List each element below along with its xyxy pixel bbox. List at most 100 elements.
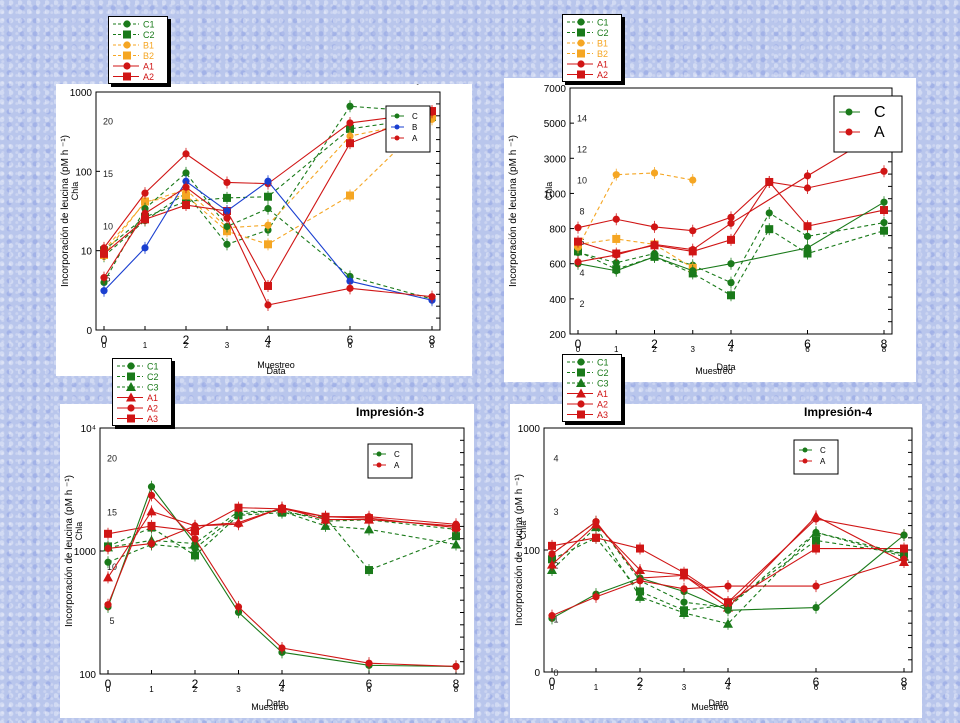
data-point-A1 (346, 119, 354, 127)
data-point-A3 (592, 533, 600, 542)
legend-chart-3: C1 C2 C3 A1 A2 A3 (112, 358, 172, 426)
series-line-A1 (577, 170, 885, 232)
data-point-C3 (679, 607, 689, 617)
x-tick-label: 1 (594, 683, 599, 692)
legend-label: C1 (597, 18, 609, 28)
inner-legend-box (367, 443, 413, 479)
legend-marker (126, 382, 136, 391)
plot-frame (543, 427, 913, 673)
data-point-C1 (104, 558, 112, 566)
legend-chart-2: C1 C2 B1 B2 A1 A2 (562, 14, 622, 82)
x-axis-label-secondary: Data (266, 698, 285, 708)
data-point-C2 (365, 566, 373, 575)
data-point-A3 (321, 512, 330, 521)
y-tick-label: 5000 (544, 119, 567, 130)
series-line-C2 (107, 512, 457, 571)
legend-label: A2 (597, 70, 608, 80)
x-tick-label: 6 (814, 683, 819, 692)
legend-item-C3: C3 (117, 382, 159, 393)
inner-legend-marker (376, 451, 382, 457)
legend-label: C1 (143, 20, 155, 30)
legend-label: C3 (147, 383, 159, 393)
data-point-A1 (103, 572, 113, 582)
data-point-A2 (104, 544, 112, 552)
data-point-C (147, 483, 156, 491)
data-point-C2 (812, 536, 820, 545)
y-tick-label: 100 (75, 167, 92, 178)
series-line-A3 (107, 507, 457, 535)
inner-legend-marker (376, 462, 382, 468)
data-point-A2 (765, 177, 774, 186)
x-tick-label-major: 2 (651, 337, 658, 351)
data-point-C2 (452, 532, 460, 541)
data-point-A (346, 284, 354, 292)
inner-legend: CBA (385, 105, 431, 153)
y-axis-label-secondary: Chla (544, 182, 554, 201)
data-point-A1 (182, 150, 190, 158)
x-tick-label-major: 6 (804, 337, 811, 351)
legend-label: C1 (147, 362, 159, 372)
legend-label: A2 (597, 400, 608, 410)
data-point-A2 (182, 201, 190, 210)
y-axis-label: Incorporación de leucina (pM h ⁻¹) (514, 474, 525, 626)
y-tick-label-secondary: 5 (105, 274, 110, 284)
data-point-C (803, 244, 812, 252)
inner-legend-label: C (412, 112, 418, 121)
y-tick-label: 1000 (518, 424, 541, 435)
legend-label: A3 (147, 414, 158, 424)
legend-item-A1: A1 (117, 392, 158, 403)
data-point-B1 (689, 176, 697, 184)
legend-label: C2 (597, 368, 609, 378)
data-point-A3 (680, 568, 688, 577)
y-tick-label-secondary: 3 (553, 507, 558, 517)
y-tick-label-secondary: 10 (107, 562, 117, 572)
y-tick-label: 10 (81, 247, 93, 258)
legend-marker (123, 62, 131, 70)
inner-legend-marker (845, 108, 853, 116)
data-point-A (548, 612, 556, 620)
data-point-C (612, 267, 620, 275)
y-tick-label-secondary: 5 (109, 616, 114, 626)
data-point-A (592, 593, 600, 601)
data-point-A (428, 293, 436, 301)
data-point-A1 (574, 224, 582, 232)
y-tick-label-secondary: 10 (577, 175, 587, 185)
data-point-C (689, 267, 697, 275)
x-axis-label-secondary: Data (708, 698, 727, 708)
legend-marker (576, 388, 586, 398)
legend-label: B1 (597, 39, 608, 49)
y-tick-label: 100 (523, 546, 540, 557)
data-point-A2 (264, 281, 272, 290)
series-A3 (104, 501, 460, 540)
x-tick-label-major: 0 (105, 677, 112, 691)
data-point-A (900, 555, 908, 563)
legend-marker (577, 368, 585, 377)
x-tick-label: 0 (550, 683, 555, 692)
data-point-A1 (803, 184, 812, 192)
inner-legend-marker (802, 458, 808, 464)
x-tick-label-major: 6 (347, 333, 354, 347)
legend-marker (577, 410, 585, 419)
data-point-B (346, 277, 354, 285)
legend-label: A2 (147, 404, 158, 414)
data-point-A (636, 577, 644, 585)
legend-item-C2: C2 (567, 368, 609, 378)
chart-4-svg: Impresión-4 Incorporación de leucina (pM … (514, 405, 913, 712)
data-point-C (650, 253, 659, 261)
legend-marker (127, 414, 135, 423)
y-tick-label-secondary: 20 (103, 117, 113, 127)
data-point-C (812, 603, 820, 612)
data-point-A1 (650, 223, 659, 231)
data-point-A3 (365, 514, 373, 523)
data-point-B2 (264, 240, 272, 249)
data-point-A2 (100, 249, 108, 258)
x-tick-label-major: 0 (549, 675, 556, 689)
data-point-C2 (727, 291, 735, 300)
inner-legend-label: B (412, 123, 417, 132)
x-tick-label-major: 2 (637, 675, 644, 689)
x-tick-label-major: 4 (725, 675, 732, 689)
data-point-C1 (223, 240, 231, 248)
data-point-A (724, 582, 732, 590)
